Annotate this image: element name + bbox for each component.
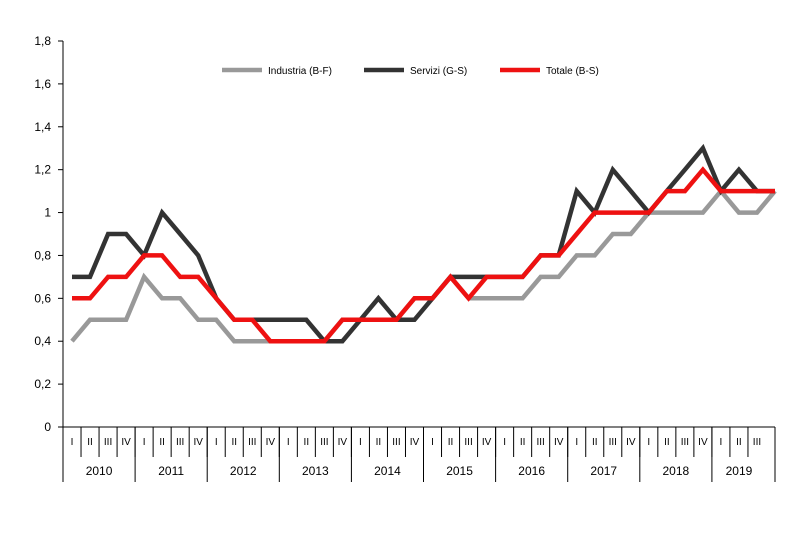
series-line-3 (72, 166, 775, 344)
year-label: 2015 (446, 464, 473, 478)
quarter-label: III (536, 437, 544, 448)
quarter-label: III (464, 437, 472, 448)
legend: Industria (B-F) Servizi (G-S) Totale (B-S) (222, 66, 599, 77)
quarter-label: I (575, 437, 578, 448)
quarter-label: IV (626, 437, 636, 448)
quarter-label: II (736, 437, 742, 448)
year-label: 2016 (518, 464, 545, 478)
y-tick-label: 1,6 (34, 77, 51, 91)
quarter-label: IV (482, 437, 492, 448)
year-label: 2019 (726, 464, 753, 478)
quarter-label: II (231, 437, 237, 448)
quarter-label: IV (193, 437, 203, 448)
quarter-label: III (104, 437, 112, 448)
year-label: 2014 (374, 464, 401, 478)
y-tick-label: 1,4 (34, 120, 51, 134)
chart-lines (70, 143, 777, 344)
quarter-label: II (159, 437, 165, 448)
quarter-label: II (664, 437, 670, 448)
y-tick-label: 1 (44, 206, 51, 220)
legend-label: Totale (B-S) (546, 66, 599, 77)
quarter-label: II (448, 437, 454, 448)
quarter-label: I (359, 437, 362, 448)
year-label: 2018 (663, 464, 690, 478)
quarter-label: IV (266, 437, 276, 448)
y-axis: 0 0,2 0,4 0,6 0,8 1 1,2 1,4 1,6 1,8 (34, 34, 64, 434)
year-label: 2011 (158, 464, 184, 478)
year-label: 2010 (86, 464, 113, 478)
quarter-label: I (503, 437, 506, 448)
quarter-label: II (592, 437, 598, 448)
series-line-1 (70, 187, 777, 344)
y-tick-label: 0,2 (34, 377, 51, 391)
quarter-label: II (87, 437, 93, 448)
quarter-label: I (215, 437, 218, 448)
year-label: 2017 (590, 464, 617, 478)
quarter-label: II (304, 437, 310, 448)
y-tick-label: 1,2 (34, 163, 51, 177)
y-tick-label: 1,8 (34, 34, 51, 48)
y-tick-label: 0,6 (34, 291, 51, 305)
y-tick-label: 0,8 (34, 248, 51, 262)
quarter-label: III (681, 437, 689, 448)
quarter-label: III (609, 437, 617, 448)
year-label: 2013 (302, 464, 329, 478)
quarter-label: III (753, 437, 761, 448)
y-tick-label: 0,4 (34, 334, 51, 348)
quarter-label: III (248, 437, 256, 448)
quarter-label: II (520, 437, 526, 448)
quarter-label: IV (410, 437, 420, 448)
quarter-label: II (376, 437, 382, 448)
quarter-label: I (647, 437, 650, 448)
legend-label: Servizi (G-S) (410, 66, 467, 77)
quarter-label: III (392, 437, 400, 448)
quarter-label: III (176, 437, 184, 448)
quarter-label: I (71, 437, 74, 448)
quarter-label: III (320, 437, 328, 448)
legend-label: Industria (B-F) (268, 66, 332, 77)
quarter-label: I (143, 437, 146, 448)
y-tick-label: 0 (44, 420, 51, 434)
year-label: 2012 (230, 464, 257, 478)
quarter-label: I (431, 437, 434, 448)
quarter-label: IV (338, 437, 348, 448)
quarter-label: IV (698, 437, 708, 448)
quarter-label: IV (121, 437, 131, 448)
quarter-label: I (287, 437, 290, 448)
quarter-label: IV (554, 437, 564, 448)
quarter-label: I (720, 437, 723, 448)
series-line-2 (72, 143, 775, 344)
